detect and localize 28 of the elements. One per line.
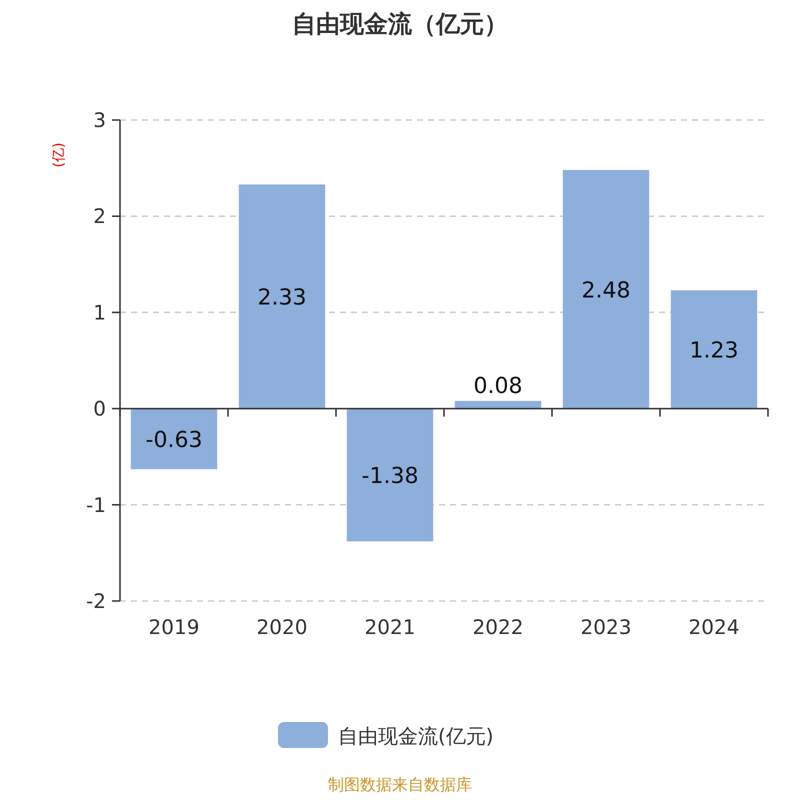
bar <box>346 408 434 542</box>
x-tick-label: 2019 <box>148 615 200 639</box>
y-tick-label: 1 <box>93 300 106 324</box>
bar <box>454 400 542 409</box>
x-tick-label: 2022 <box>472 615 524 639</box>
x-tick-label: 2024 <box>688 615 740 639</box>
bar <box>670 290 758 409</box>
bar <box>238 184 326 409</box>
y-tick-label: 3 <box>93 108 106 132</box>
y-tick-label: 0 <box>93 396 106 421</box>
x-tick-label: 2021 <box>364 615 416 639</box>
bar <box>130 408 218 470</box>
data-label: 2.33 <box>258 286 306 311</box>
x-tick-label: 2020 <box>256 615 308 639</box>
y-axis-title: (亿) <box>51 142 67 168</box>
bar <box>562 170 650 409</box>
data-label: 1.23 <box>690 338 738 364</box>
data-label: 2.48 <box>582 278 630 304</box>
data-label: -0.63 <box>146 428 202 453</box>
y-tick-label: 2 <box>93 204 106 228</box>
data-label: -1.38 <box>362 464 418 489</box>
y-tick-label: -1 <box>86 492 106 517</box>
chart-title: 自由现金流（亿元） <box>292 10 508 38</box>
text: 制图数据来自数据库 <box>328 775 472 794</box>
x-tick-label: 2023 <box>580 615 632 639</box>
y-tick-label: -2 <box>86 589 106 613</box>
legend-label: 自由现金流(亿元) <box>338 724 494 748</box>
data-label: 0.08 <box>474 374 522 399</box>
